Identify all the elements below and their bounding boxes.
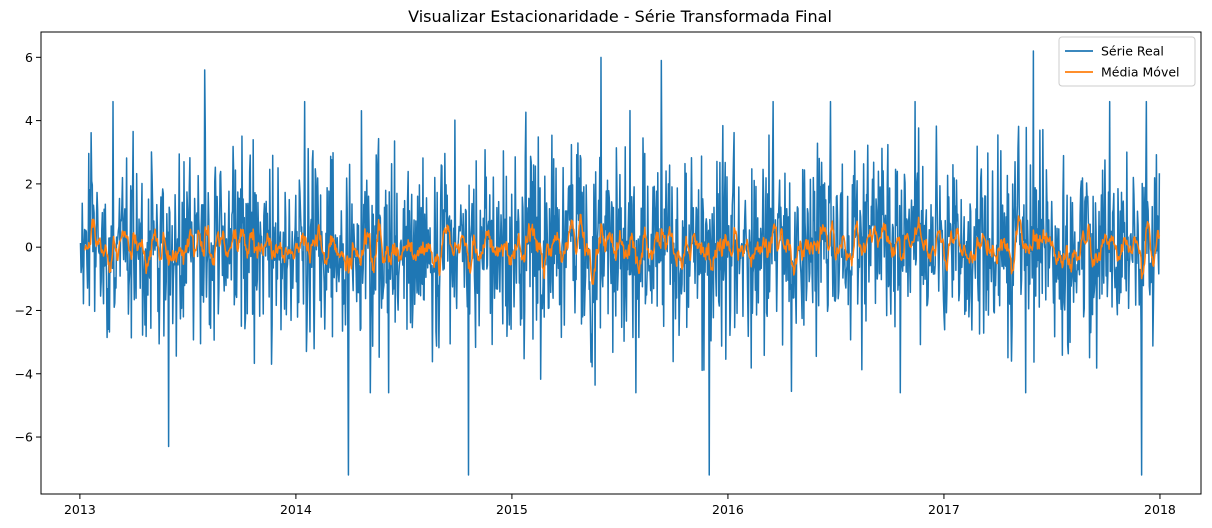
x-axis: 2013 2014 2015 2016 2017 2018 <box>64 494 1176 517</box>
plot-frame <box>40 31 1202 495</box>
legend-label: Série Real <box>1101 44 1164 59</box>
chart-title: Visualizar Estacionaridade - Série Trans… <box>408 7 832 26</box>
legend-box <box>1058 36 1196 87</box>
plot-series <box>79 50 1161 476</box>
series-serie-real-line <box>79 50 1161 476</box>
x-tick-label: 2017 <box>928 502 960 517</box>
y-tick-label: −2 <box>15 303 33 318</box>
y-tick-label: 0 <box>25 240 33 255</box>
x-tick-label: 2016 <box>712 502 744 517</box>
legend: Série Real Média Móvel <box>1058 36 1196 87</box>
y-tick-label: −4 <box>15 366 33 381</box>
y-tick-label: 6 <box>25 50 33 65</box>
legend-label: Média Móvel <box>1101 65 1180 80</box>
y-tick-label: 4 <box>25 113 33 128</box>
x-tick-label: 2015 <box>496 502 528 517</box>
x-tick-label: 2013 <box>64 502 96 517</box>
y-axis: −6 −4 −2 0 2 4 6 <box>15 50 41 445</box>
y-tick-label: −6 <box>15 430 33 445</box>
series-media-movel-line <box>83 213 1161 285</box>
x-tick-label: 2014 <box>280 502 312 517</box>
y-tick-label: 2 <box>25 176 33 191</box>
x-tick-label: 2018 <box>1144 502 1176 517</box>
